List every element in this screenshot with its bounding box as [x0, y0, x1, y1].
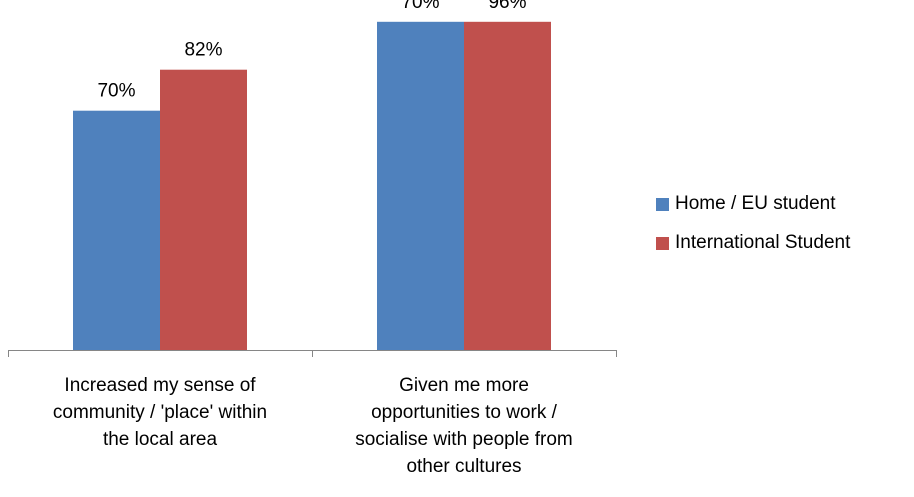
- category-label-1: Given me more opportunities to work / so…: [355, 375, 573, 477]
- legend-label-international: International Student: [675, 232, 851, 253]
- value-label-s0-c0: 70%: [97, 81, 135, 102]
- x-axis: [8, 350, 617, 357]
- legend-label-home-eu: Home / EU student: [675, 193, 836, 214]
- bar-s0-c1: [377, 21, 464, 351]
- bar-s0-c0: [73, 110, 160, 350]
- bars-group: [73, 21, 551, 351]
- category-label-0: Increased my sense of community / 'place…: [52, 375, 268, 450]
- bar-s1-c0: [160, 69, 247, 350]
- value-labels-group: 70% 70% 82% 96%: [97, 0, 526, 102]
- legend: Home / EU student International Student: [656, 193, 850, 271]
- bar-s1-c1: [464, 21, 551, 351]
- legend-swatch-home-eu: [656, 197, 669, 211]
- value-label-s1-c0: 82%: [184, 40, 222, 61]
- legend-swatch-international: [656, 236, 669, 250]
- legend-item-home-eu: Home / EU student: [656, 193, 850, 215]
- value-label-s1-c1: 96%: [488, 0, 526, 13]
- legend-item-international: International Student: [656, 232, 850, 254]
- value-label-s0-c1: 70%: [401, 0, 439, 13]
